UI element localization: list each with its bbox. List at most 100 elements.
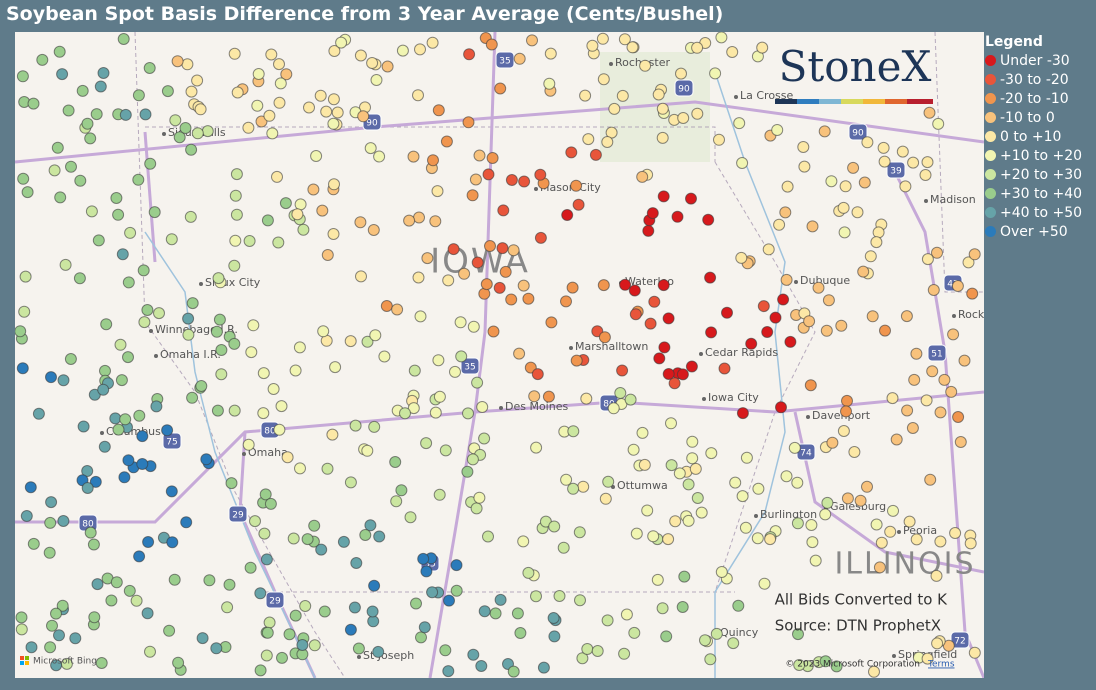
bid-point xyxy=(642,224,655,237)
bid-point xyxy=(321,249,334,261)
bid-point xyxy=(316,204,329,217)
bid-point xyxy=(793,659,806,671)
bid-point xyxy=(839,180,852,193)
bid-point xyxy=(56,68,69,81)
place-dot xyxy=(242,452,246,456)
bid-point xyxy=(657,190,670,203)
bid-point xyxy=(736,157,749,169)
bid-point xyxy=(327,93,340,106)
bid-point xyxy=(780,273,793,286)
bid-point xyxy=(480,278,493,291)
bid-point xyxy=(368,579,381,592)
bid-point xyxy=(185,85,198,98)
bid-point xyxy=(100,318,113,331)
bid-point xyxy=(245,346,258,359)
bid-point xyxy=(372,645,385,658)
bid-point xyxy=(432,354,445,367)
bid-point xyxy=(15,325,27,338)
bid-point xyxy=(497,204,510,217)
bid-point xyxy=(51,141,64,154)
bid-point xyxy=(804,379,817,392)
bid-point xyxy=(59,258,72,271)
bid-point xyxy=(548,520,561,533)
place-label: Quincy xyxy=(720,626,759,639)
bid-point xyxy=(660,630,673,643)
bid-point xyxy=(691,492,704,504)
bid-point xyxy=(166,536,179,549)
bid-point xyxy=(809,554,822,567)
place-label: Davenport xyxy=(812,409,871,422)
bid-point xyxy=(478,432,491,445)
bid-point xyxy=(450,584,463,597)
place-label: Burlington xyxy=(760,508,817,521)
legend-swatch xyxy=(985,93,996,104)
terms-link[interactable]: Terms xyxy=(927,660,955,670)
bid-point xyxy=(579,89,592,102)
bid-point xyxy=(791,517,804,530)
bid-point xyxy=(116,248,129,261)
bid-point xyxy=(53,629,65,642)
bid-point xyxy=(136,458,149,470)
bid-point xyxy=(273,96,286,109)
shield-label: 51 xyxy=(931,350,942,360)
bid-point xyxy=(69,632,82,645)
bid-point xyxy=(618,647,631,660)
bid-point xyxy=(806,536,819,549)
bid-point xyxy=(718,362,731,375)
bid-point xyxy=(618,33,631,46)
bid-point xyxy=(534,168,547,181)
bid-point xyxy=(450,559,463,572)
bid-point xyxy=(105,594,118,607)
bid-point xyxy=(964,537,977,550)
bid-point xyxy=(752,482,765,495)
bid-point xyxy=(163,624,176,637)
bid-point xyxy=(709,67,722,80)
bid-point xyxy=(691,41,704,54)
bid-point xyxy=(586,39,599,52)
bid-point xyxy=(413,211,425,224)
bid-point xyxy=(614,387,627,399)
bid-point xyxy=(243,235,256,247)
bid-point xyxy=(352,642,365,655)
bid-point xyxy=(210,642,223,655)
bid-point xyxy=(317,325,330,338)
bid-point xyxy=(329,361,342,374)
bid-point xyxy=(581,643,594,655)
bid-point xyxy=(18,305,31,318)
bid-point xyxy=(56,599,69,612)
bid-point xyxy=(62,104,75,117)
bid-point xyxy=(112,423,125,436)
legend-label: +40 to +50 xyxy=(1000,204,1083,221)
bid-point xyxy=(463,48,476,61)
bid-point xyxy=(328,45,341,57)
bid-point xyxy=(543,77,556,90)
bid-point xyxy=(432,104,445,117)
bid-point xyxy=(122,351,134,364)
bid-point xyxy=(399,407,411,420)
bid-point xyxy=(841,492,854,505)
legend-label: +30 to +40 xyxy=(1000,185,1083,202)
bid-point xyxy=(420,565,433,578)
bid-point xyxy=(303,101,315,114)
bid-point xyxy=(900,310,913,323)
bid-point xyxy=(349,419,362,432)
bid-point xyxy=(751,532,764,545)
bid-point xyxy=(570,354,583,367)
bid-point xyxy=(847,161,860,174)
bid-point xyxy=(784,335,797,348)
legend-label: -10 to 0 xyxy=(1000,109,1055,126)
bid-point xyxy=(110,576,123,589)
bid-point xyxy=(806,220,819,233)
provider: Microsoft Bing xyxy=(33,657,97,667)
bid-point xyxy=(279,197,292,210)
legend-item: -10 to 0 xyxy=(985,103,1082,132)
place-label: St Joseph xyxy=(363,649,414,662)
bid-point xyxy=(81,465,94,477)
bid-point xyxy=(566,281,579,294)
bid-point xyxy=(471,256,484,269)
bid-point xyxy=(378,350,391,363)
legend-label: +20 to +30 xyxy=(1000,166,1083,183)
legend-item: +30 to +40 xyxy=(985,179,1082,208)
bid-point xyxy=(873,561,886,574)
bid-point xyxy=(949,527,962,539)
